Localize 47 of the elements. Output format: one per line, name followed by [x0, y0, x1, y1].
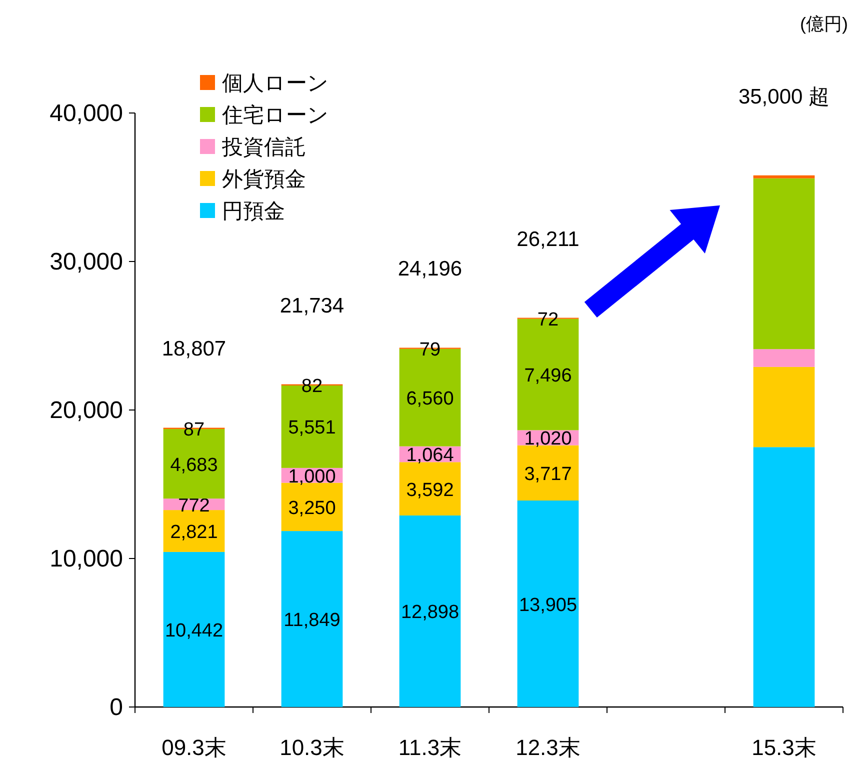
- y-tick-label: 30,000: [50, 248, 123, 276]
- x-tick-label: 09.3末: [162, 735, 226, 760]
- bar: [753, 175, 815, 178]
- y-tick-label: 20,000: [50, 397, 123, 424]
- bar: [517, 500, 579, 707]
- legend-label: 外貨預金: [222, 168, 306, 191]
- data-label: 13,905: [518, 594, 578, 616]
- legend-label: 投資信託: [221, 136, 306, 159]
- y-tick-label: 40,000: [50, 100, 123, 127]
- bar: [281, 531, 343, 707]
- bar: [753, 349, 815, 367]
- bar: [753, 178, 815, 350]
- data-label: 12,898: [400, 602, 460, 624]
- legend-label: 住宅ローン: [221, 104, 329, 127]
- data-label: 5,551: [288, 418, 336, 439]
- bar: [753, 447, 815, 707]
- data-label: 1,020: [524, 428, 572, 450]
- text: 35,000 超: [738, 85, 830, 108]
- y-tick-label: 10,000: [50, 546, 123, 572]
- y-tick-label: 0: [110, 694, 123, 721]
- total-label: 26,211: [516, 228, 580, 251]
- total-label: 24,196: [398, 258, 462, 281]
- data-label: 1,000: [288, 466, 336, 488]
- x-tick-label: 10.3末: [280, 735, 344, 760]
- data-label: 3,250: [288, 498, 336, 519]
- data-label: 1,064: [406, 445, 454, 466]
- data-label: 6,560: [406, 388, 454, 410]
- data-label: 7,496: [524, 366, 572, 387]
- bar: [399, 462, 461, 516]
- data-label: 3,717: [524, 464, 572, 485]
- data-label: 3,592: [406, 480, 454, 501]
- bar: [163, 552, 225, 707]
- bar: [753, 366, 815, 448]
- data-label: 10,442: [164, 620, 224, 642]
- legend-label: 個人ローン: [222, 72, 329, 95]
- bar: [399, 515, 461, 707]
- legend-label: 円預金: [222, 200, 285, 223]
- data-label: 11,849: [284, 610, 340, 632]
- x-tick-label: 15.3末: [752, 735, 816, 760]
- data-label: 4,683: [170, 454, 218, 476]
- total-label: 18,807: [162, 338, 226, 361]
- data-label: 2,821: [170, 522, 218, 543]
- x-tick-label: 12.3末: [516, 735, 580, 760]
- bar: [517, 445, 579, 501]
- text: (億円): [800, 14, 848, 34]
- total-label: 21,734: [280, 294, 344, 318]
- x-tick-label: 11.3末: [398, 735, 462, 760]
